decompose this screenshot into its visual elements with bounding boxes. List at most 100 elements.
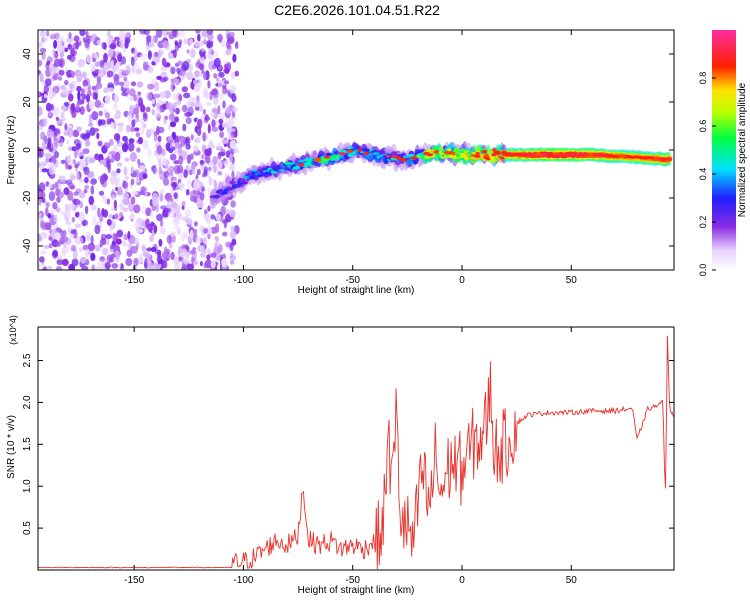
noise-speckle	[171, 30, 178, 38]
noise-speckle	[159, 193, 164, 202]
noise-speckle	[223, 63, 230, 70]
ridge-peak	[475, 152, 480, 156]
noise-speckle	[106, 218, 112, 226]
noise-speckle	[54, 151, 59, 159]
noise-speckle	[225, 107, 231, 115]
noise-speckle	[61, 247, 67, 256]
noise-speckle	[40, 250, 47, 255]
noise-speckle	[70, 49, 78, 57]
noise-speckle	[203, 72, 207, 81]
noise-speckle	[217, 171, 223, 176]
noise-speckle	[38, 182, 46, 192]
noise-speckle	[226, 39, 231, 50]
noise-speckle	[160, 128, 164, 133]
ridge-peak	[451, 152, 456, 156]
noise-speckle	[139, 53, 147, 61]
noise-speckle	[157, 135, 162, 142]
ridge-cell	[229, 180, 236, 185]
noise-speckle	[136, 81, 144, 88]
noise-speckle	[221, 139, 229, 144]
noise-speckle	[91, 85, 97, 91]
noise-speckle	[106, 70, 114, 78]
noise-speckle	[204, 259, 212, 269]
ridge-peak	[433, 150, 440, 154]
noise-speckle	[210, 214, 216, 220]
noise-speckle	[170, 251, 175, 261]
noise-speckle	[39, 73, 44, 83]
noise-speckle	[47, 141, 51, 149]
noise-speckle	[114, 213, 119, 220]
ridge-peak	[401, 158, 407, 162]
noise-speckle	[229, 242, 234, 252]
noise-speckle	[90, 204, 97, 211]
noise-speckle	[223, 67, 230, 74]
noise-speckle	[229, 153, 233, 163]
noise-speckle	[140, 125, 145, 135]
noise-speckle	[53, 39, 58, 49]
noise-speckle	[67, 43, 72, 50]
ridge-peak	[661, 158, 666, 162]
noise-speckle	[199, 49, 203, 57]
noise-speckle	[206, 41, 214, 49]
noise-speckle	[93, 72, 98, 78]
noise-speckle	[169, 121, 177, 128]
noise-speckle	[150, 35, 155, 43]
noise-speckle	[44, 222, 52, 231]
noise-speckle	[162, 178, 170, 186]
noise-speckle	[119, 211, 124, 218]
noise-speckle	[72, 250, 78, 260]
bottom-x-axis-label: Height of straight line (km)	[298, 585, 415, 596]
noise-speckle	[109, 244, 116, 250]
noise-speckle	[95, 82, 103, 90]
ridge-cell	[406, 159, 413, 163]
noise-speckle	[60, 111, 65, 119]
noise-speckle	[116, 229, 124, 238]
noise-speckle	[82, 244, 89, 250]
noise-speckle	[144, 258, 148, 268]
noise-speckle	[222, 100, 226, 109]
noise-speckle	[85, 231, 91, 241]
noise-speckle	[169, 231, 176, 237]
ridge-cell	[294, 165, 301, 170]
noise-speckle	[194, 106, 200, 111]
noise-speckle	[74, 236, 82, 245]
noise-speckle	[199, 104, 204, 112]
noise-speckle	[100, 233, 107, 241]
noise-speckle	[166, 102, 174, 111]
noise-speckle	[64, 203, 71, 213]
noise-speckle	[94, 61, 100, 67]
noise-speckle	[138, 97, 144, 107]
y-tick-label: 2.0	[22, 395, 33, 409]
noise-speckle	[208, 176, 212, 186]
noise-speckle	[185, 189, 190, 196]
noise-speckle	[43, 84, 49, 94]
noise-speckle	[90, 252, 96, 261]
ridge-peak	[298, 163, 305, 167]
noise-speckle	[202, 109, 206, 115]
ridge-cell	[666, 158, 673, 161]
noise-speckle	[74, 149, 78, 159]
noise-speckle	[146, 247, 153, 252]
noise-speckle	[186, 154, 192, 165]
noise-speckle	[196, 127, 202, 137]
ridge-cell	[240, 181, 248, 185]
bottom-x-axis: -150 -100 -50 0 50	[124, 327, 577, 586]
noise-speckle	[43, 244, 50, 249]
noise-speckle	[70, 229, 76, 235]
y-tick-label: 1.0	[22, 479, 33, 493]
noise-speckle	[79, 178, 84, 183]
noise-speckle	[210, 252, 217, 258]
noise-speckle	[107, 49, 114, 58]
noise-speckle	[87, 84, 92, 93]
noise-speckle	[207, 80, 211, 89]
noise-speckle	[156, 213, 164, 222]
noise-speckle	[46, 128, 54, 138]
noise-speckle	[82, 166, 88, 171]
noise-speckle	[198, 63, 205, 71]
noise-speckle	[217, 105, 221, 115]
noise-speckle	[103, 142, 111, 150]
noise-speckle	[194, 41, 199, 48]
noise-speckle	[110, 253, 116, 258]
noise-speckle	[38, 106, 43, 116]
noise-speckle	[86, 171, 95, 179]
